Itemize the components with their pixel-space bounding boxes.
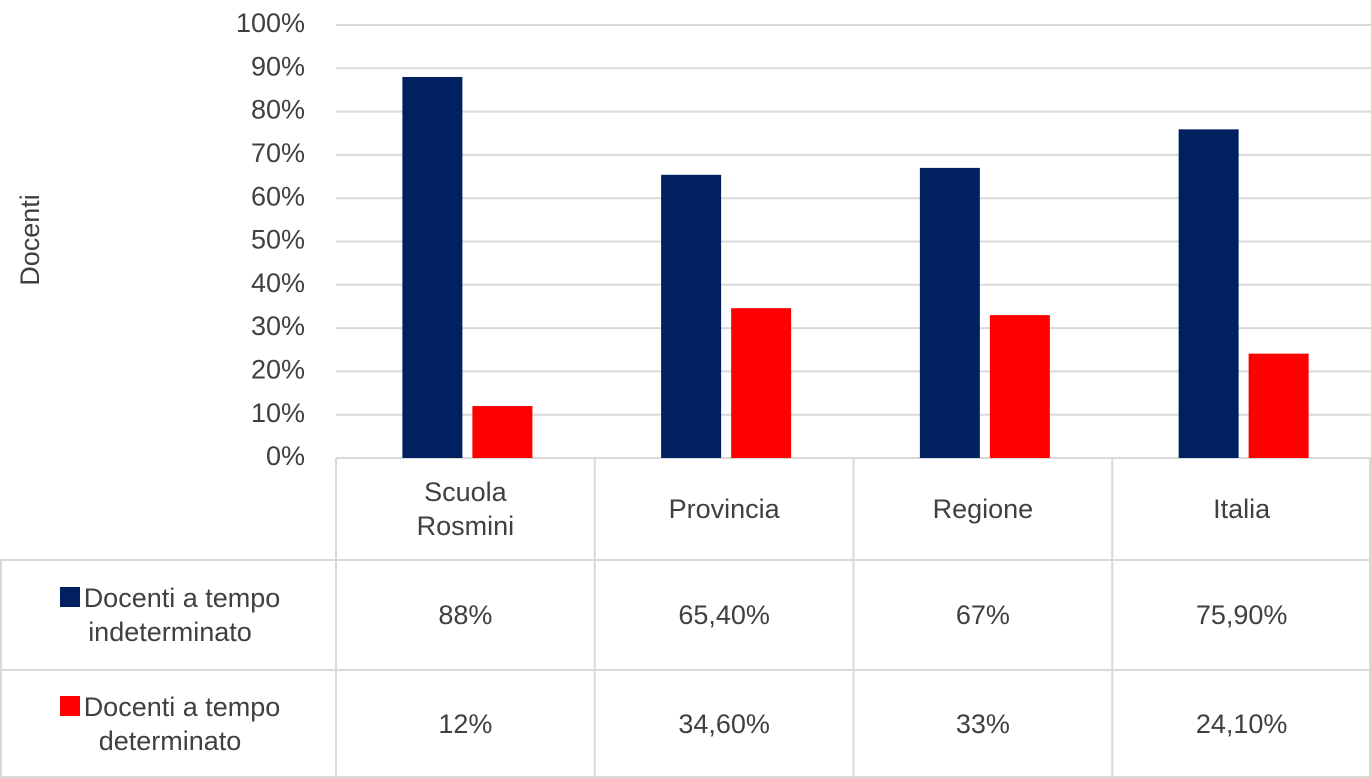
data-table-value: 67% [955,600,1010,630]
data-table-value: 75,90% [1195,600,1288,630]
legend-key [59,696,80,716]
y-axis-label: Docenti [15,194,45,286]
bar [402,76,463,459]
y-tick-label: 70% [251,138,305,168]
legend-entry: Docenti a tempo determinato [20,670,320,778]
data-table-value: 12% [438,709,493,739]
y-tick-label: 30% [251,311,305,341]
y-tick-label: 50% [251,225,305,255]
bar [989,315,1050,458]
bar [919,167,980,458]
y-tick-label: 60% [251,181,305,211]
y-tick-label: 10% [251,398,305,428]
y-tick-label: 40% [251,268,305,298]
bar [1178,129,1239,458]
legend-entry: Docenti a tempo indeterminato [20,560,320,670]
y-tick-label: 0% [266,441,305,471]
y-tick-label: 20% [251,355,305,385]
bar [731,308,792,458]
data-table-value: 33% [955,709,1010,739]
category-label: Scuola Rosmini [416,477,515,541]
y-tick-label: 80% [251,95,305,125]
y-tick-label: 100% [236,8,305,38]
data-table-value: 88% [438,600,493,630]
bar [661,174,722,458]
data-table-value: 65,40% [678,600,770,630]
data-table-value: 34,60% [678,709,770,739]
category-label: Regione [932,494,1034,524]
legend-content: Docenti a tempo determinato [20,690,320,758]
legend-label: Docenti a tempo determinato [83,692,281,756]
legend-key [59,587,80,607]
legend-label: Docenti a tempo indeterminato [83,583,281,647]
bar [1248,353,1309,458]
y-tick-label: 90% [251,51,305,81]
bar [472,406,533,458]
legend-content: Docenti a tempo indeterminato [20,581,320,649]
category-label: Provincia [668,494,780,524]
data-table-value: 24,10% [1195,709,1288,739]
category-label: Italia [1213,494,1271,524]
